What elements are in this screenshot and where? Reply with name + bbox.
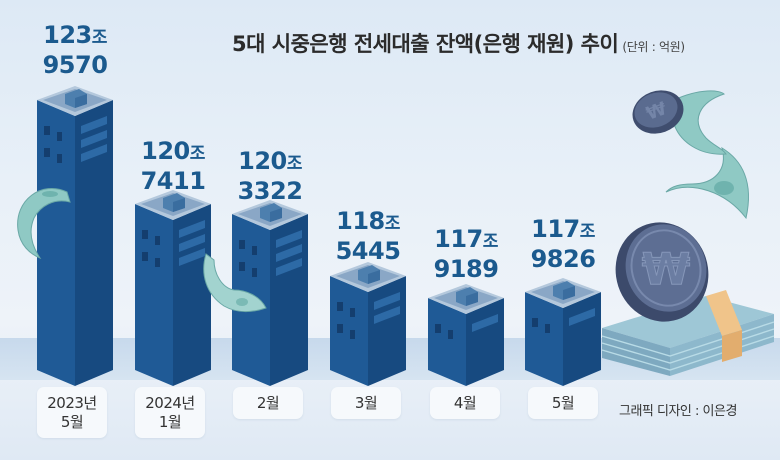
unit-label: (단위 : 억원): [622, 40, 685, 54]
x-label-0: 2023년 5월: [37, 387, 107, 438]
money-illustration: ₩ ₩: [596, 80, 780, 384]
x-label-3: 3월: [331, 387, 401, 419]
value-rest: 5445: [335, 237, 401, 265]
period-line1: 2월: [256, 394, 280, 412]
value-label-1: 120조 7411: [118, 138, 228, 195]
won-coin-icon: ₩: [615, 222, 709, 322]
value-jo: 120: [238, 147, 287, 175]
value-jo: 117: [434, 225, 483, 253]
banknote-icon: [673, 90, 727, 155]
value-jo: 123: [43, 21, 92, 49]
banknote-icon: [665, 146, 749, 220]
period-line1: 2024년: [145, 394, 195, 412]
value-rest: 7411: [140, 167, 206, 195]
value-jo: 118: [336, 207, 385, 235]
value-label-5: 117조 9826: [508, 216, 618, 273]
period-line2: 1월: [158, 413, 182, 431]
x-label-4: 4월: [430, 387, 500, 419]
credit-text: 그래픽 디자인 : 이은경: [619, 404, 737, 419]
value-label-2: 120조 3322: [215, 148, 325, 205]
value-rest: 9826: [530, 245, 596, 273]
banknote-icon: [17, 187, 71, 260]
chart-title: 5대 시중은행 전세대출 잔액(은행 재원) 추이 (단위 : 억원): [232, 28, 685, 58]
building-bar-3: [330, 262, 406, 386]
jo-suffix: 조: [384, 214, 401, 234]
period-line2: 5월: [60, 413, 84, 431]
jo-suffix: 조: [482, 232, 499, 252]
jo-suffix: 조: [91, 28, 108, 48]
building-bar-4: [428, 284, 504, 386]
won-coin-icon: ₩: [632, 90, 684, 134]
jo-suffix: 조: [286, 154, 303, 174]
period-line1: 3월: [354, 394, 378, 412]
building-bar-5: [525, 278, 601, 386]
period-line1: 2023년: [47, 394, 97, 412]
period-line1: 5월: [551, 394, 575, 412]
x-label-1: 2024년 1월: [135, 387, 205, 438]
svg-text:₩: ₩: [642, 244, 691, 295]
x-label-2: 2월: [233, 387, 303, 419]
building-bar-1: [135, 190, 211, 386]
building-bar-0: [37, 86, 113, 386]
banknote-icon: [203, 253, 267, 312]
x-label-5: 5월: [528, 387, 598, 419]
value-label-3: 118조 5445: [313, 208, 423, 265]
jo-suffix: 조: [579, 222, 596, 242]
value-rest: 3322: [237, 177, 303, 205]
value-jo: 120: [141, 137, 190, 165]
value-rest: 9189: [433, 255, 499, 283]
period-line1: 4월: [453, 394, 477, 412]
title-text: 5대 시중은행 전세대출 잔액(은행 재원) 추이: [232, 32, 619, 56]
value-rest: 9570: [42, 51, 108, 79]
jo-suffix: 조: [189, 144, 206, 164]
value-label-0: 123조 9570: [20, 22, 130, 79]
value-label-4: 117조 9189: [411, 226, 521, 283]
banknote-stack-icon: [601, 290, 775, 376]
value-jo: 117: [531, 215, 580, 243]
